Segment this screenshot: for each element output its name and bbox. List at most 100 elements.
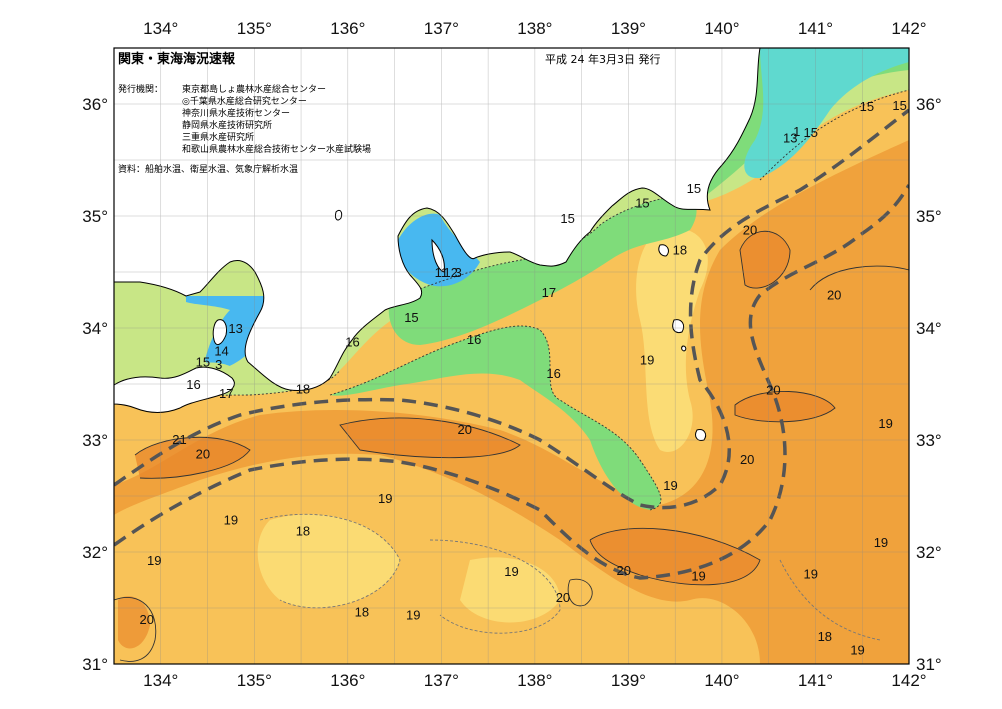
contour-value-label: 13 <box>228 321 242 336</box>
contour-value-label: 20 <box>556 590 570 605</box>
lat-label-left: 34° <box>82 319 108 338</box>
contour-value-label: 15 <box>196 355 210 370</box>
zone-deeporange-f <box>118 596 150 649</box>
issuer-item: 神奈川県水産技術センター <box>182 107 290 119</box>
lon-label-bottom: 137° <box>424 671 459 690</box>
contour-value-label: 20 <box>766 383 780 398</box>
contour-value-label: 16 <box>546 366 560 381</box>
axis-ticks: 134°134°135°135°136°136°137°137°138°138°… <box>82 19 941 690</box>
contour-value-label: 19 <box>663 478 677 493</box>
zone-green <box>330 325 661 510</box>
contour-line <box>114 596 157 662</box>
contour-value-label: 19 <box>850 642 864 657</box>
contour-value-label: 17 <box>219 386 233 401</box>
contour-line <box>339 417 521 459</box>
contour-value-label: 20 <box>140 612 154 627</box>
contour-line <box>779 559 881 641</box>
zone-green-upper <box>388 195 697 345</box>
contour-value-label: 20 <box>827 287 841 302</box>
lon-label-bottom: 134° <box>143 671 178 690</box>
lon-label-bottom: 139° <box>611 671 646 690</box>
lon-label-bottom: 141° <box>798 671 833 690</box>
contour-value-label: 15 <box>892 98 906 113</box>
contour-value-label: 19 <box>504 564 518 579</box>
contour-value-label: 17 <box>542 285 556 300</box>
zone-deeporange-b <box>340 417 520 458</box>
lat-label-right: 31° <box>916 655 942 674</box>
lat-label-right: 36° <box>916 95 942 114</box>
contour-value-label: 19 <box>691 569 705 584</box>
land-island-b <box>335 209 343 221</box>
lon-label-top: 137° <box>424 19 459 38</box>
contour-value-label: 19 <box>406 608 420 623</box>
contour-value-label: 19 <box>640 352 654 367</box>
lat-label-right: 35° <box>916 207 942 226</box>
contour-value-label: 15 <box>635 196 649 211</box>
contour-value-label: 14 <box>214 343 228 358</box>
contour-value-label: 20 <box>617 563 631 578</box>
contour-value-label: 1 <box>793 124 800 139</box>
contour-value-label: 19 <box>224 513 238 528</box>
issuer-item: 三重県水産研究所 <box>182 131 254 143</box>
contour-line <box>389 194 681 301</box>
contour-value-label: 19 <box>378 491 392 506</box>
land-masses <box>114 48 761 441</box>
contour-value-label: 21 <box>172 432 186 447</box>
lon-label-top: 139° <box>611 19 646 38</box>
lon-label-bottom: 140° <box>704 671 739 690</box>
map-frame <box>113 47 910 665</box>
contour-value-label: 16 <box>345 334 359 349</box>
land-island-a <box>658 244 669 257</box>
contour-value-label: 15 <box>804 125 818 140</box>
contour-value-label: 3 <box>455 265 462 280</box>
contour-value-label: 20 <box>458 422 472 437</box>
kuroshio-outer-edge <box>114 184 909 580</box>
contour-value-label: 18 <box>296 524 310 539</box>
contour-value-label: 18 <box>296 381 310 396</box>
contour-value-label: 13 <box>783 131 797 146</box>
contour-value-label: 15 <box>560 211 574 226</box>
zone-deeporange-d <box>740 231 790 289</box>
contour-value-label: 18 <box>673 243 687 258</box>
lon-label-top: 136° <box>330 19 365 38</box>
issue-date: 平成 24 年3月3日 発行 <box>545 52 660 66</box>
contour-line <box>589 527 761 586</box>
lat-label-left: 33° <box>82 431 108 450</box>
contour-value-label: 15 <box>860 99 874 114</box>
lat-label-right: 33° <box>916 431 942 450</box>
contour-value-label: 15 <box>404 310 418 325</box>
zone-deeporange-a <box>135 437 250 479</box>
contour-line <box>329 325 662 511</box>
zone-yellow-izu <box>636 228 708 452</box>
contour-line <box>734 390 836 423</box>
contour-value-label: 16 <box>186 377 200 392</box>
land-honshu <box>114 48 761 391</box>
contour-line <box>739 230 791 289</box>
contour-value-label: 12 <box>443 265 457 280</box>
lon-label-top: 135° <box>237 19 272 38</box>
contour-value-label: 19 <box>874 535 888 550</box>
contour-value-label: 20 <box>740 452 754 467</box>
contour-value-label: 19 <box>804 566 818 581</box>
lon-label-bottom: 135° <box>237 671 272 690</box>
contour-value-label: 16 <box>467 332 481 347</box>
contour-value-label: 19 <box>147 553 161 568</box>
lat-label-left: 36° <box>82 95 108 114</box>
lon-label-top: 138° <box>517 19 552 38</box>
land-toshima <box>681 345 687 352</box>
map-title: 関東・東海海況速報 <box>118 51 236 67</box>
lat-label-left: 31° <box>82 655 108 674</box>
issuer-item: 東京都島しょ農林水産総合センター <box>182 83 326 95</box>
lon-label-top: 140° <box>704 19 739 38</box>
contour-value-label: 19 <box>878 416 892 431</box>
issuer-item: 静岡県水産技術研究所 <box>182 119 272 131</box>
lat-label-right: 34° <box>916 319 942 338</box>
lon-label-top: 141° <box>798 19 833 38</box>
issuer-item: ◎千葉県水産総合研究センター <box>182 95 307 107</box>
issuer-list: 東京都島しょ農林水産総合センター◎千葉県水産総合研究センター神奈川県水産技術セン… <box>182 83 371 155</box>
data-source: 資料：船舶水温、衛星水温、気象庁解析水温 <box>118 163 298 175</box>
contour-value-label: 18 <box>355 604 369 619</box>
contour-value-label: 20 <box>196 446 210 461</box>
